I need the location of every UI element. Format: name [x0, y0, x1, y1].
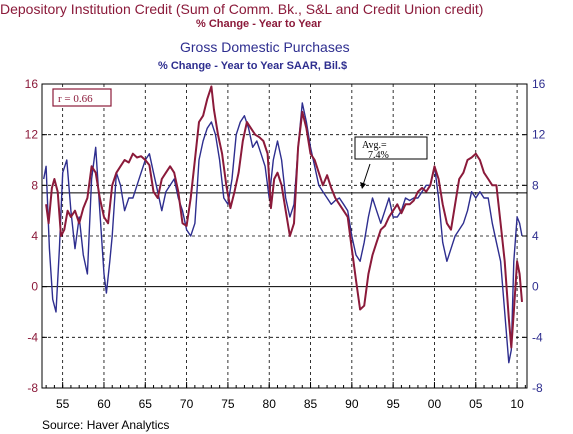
x-tick-label: 60 [97, 397, 111, 411]
x-tick-label: 85 [304, 397, 318, 411]
chart-subtitle: % Change - Year to Year [196, 18, 322, 30]
y-tick-label-left: 0 [31, 280, 38, 294]
y-tick-label-right: 12 [532, 128, 546, 142]
y-tick-label-left: 12 [25, 128, 39, 142]
y-tick-label-right: 16 [532, 77, 546, 91]
y-tick-label-right: 4 [532, 229, 539, 243]
average-annotation: Avg.= 7.4% [354, 136, 428, 189]
series-lines [43, 85, 523, 364]
x-tick-label: 55 [56, 397, 70, 411]
x-tick-label: 80 [263, 397, 277, 411]
y-tick-label-right: 8 [532, 178, 539, 192]
grid [42, 84, 527, 388]
average-label-line1: Avg.= [362, 140, 387, 151]
y-tick-label-left: -4 [27, 330, 38, 344]
y-tick-label-left: 8 [31, 178, 38, 192]
source-note: Source: Haver Analytics [42, 418, 169, 432]
chart-title: Depository Institution Credit (Sum of Co… [0, 1, 483, 17]
series-line-credit [45, 85, 523, 349]
y-tick-label-left: -8 [27, 381, 38, 395]
correlation-box: r = 0.66 [52, 88, 112, 107]
average-label: Avg.= 7.4% [362, 140, 389, 161]
series2-subtitle: % Change - Year to Year SAAR, Bil.$ [158, 60, 347, 72]
series-line-gdp [43, 102, 523, 364]
x-tick-label: 65 [139, 397, 153, 411]
x-tick-label: 95 [386, 397, 400, 411]
y-tick-label-right: 0 [532, 280, 539, 294]
series2-title: Gross Domestic Purchases [180, 39, 350, 55]
x-tick-label: 05 [469, 397, 483, 411]
x-tick-label: 90 [345, 397, 359, 411]
y-tick-label-left: 4 [31, 229, 38, 243]
x-tick-label: 70 [180, 397, 194, 411]
average-label-line2: 7.4% [368, 150, 389, 161]
x-tick-label: 75 [221, 397, 235, 411]
y-tick-label-right: -8 [532, 381, 543, 395]
x-tick-label: 10 [510, 397, 524, 411]
y-tick-label-left: 16 [25, 77, 39, 91]
x-tick-label: 00 [428, 397, 442, 411]
correlation-label: r = 0.66 [58, 93, 93, 105]
y-tick-label-right: -4 [532, 330, 543, 344]
